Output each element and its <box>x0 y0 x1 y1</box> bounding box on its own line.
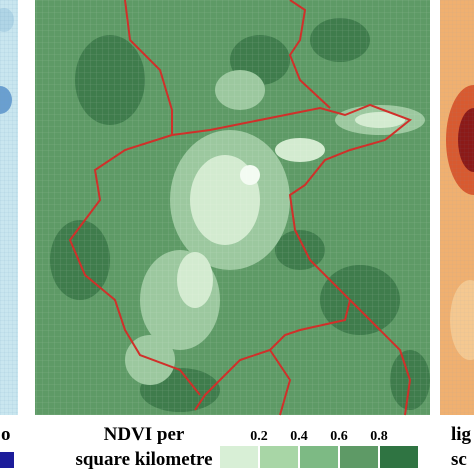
legend-swatch <box>220 446 258 468</box>
legend-tick-label: 0.2 <box>250 429 268 444</box>
legend-swatch <box>300 446 338 468</box>
legend-swatch <box>260 446 298 468</box>
legend-swatch <box>380 446 418 468</box>
legend <box>220 446 418 468</box>
left-panel <box>0 0 18 468</box>
legend-tick-label: 0.8 <box>370 429 388 444</box>
right-label: sc <box>451 449 467 470</box>
legend-title: square kilometre <box>75 449 212 470</box>
right-panel <box>440 0 474 415</box>
right-label: lig <box>451 424 472 445</box>
ndvi-map <box>35 0 430 416</box>
legend-tick-label: 0.4 <box>290 429 308 444</box>
legend-tick-label: 0.6 <box>330 429 348 444</box>
legend-swatch <box>340 446 378 468</box>
legend-title: NDVI per <box>104 424 185 445</box>
left-label: o <box>1 424 11 445</box>
